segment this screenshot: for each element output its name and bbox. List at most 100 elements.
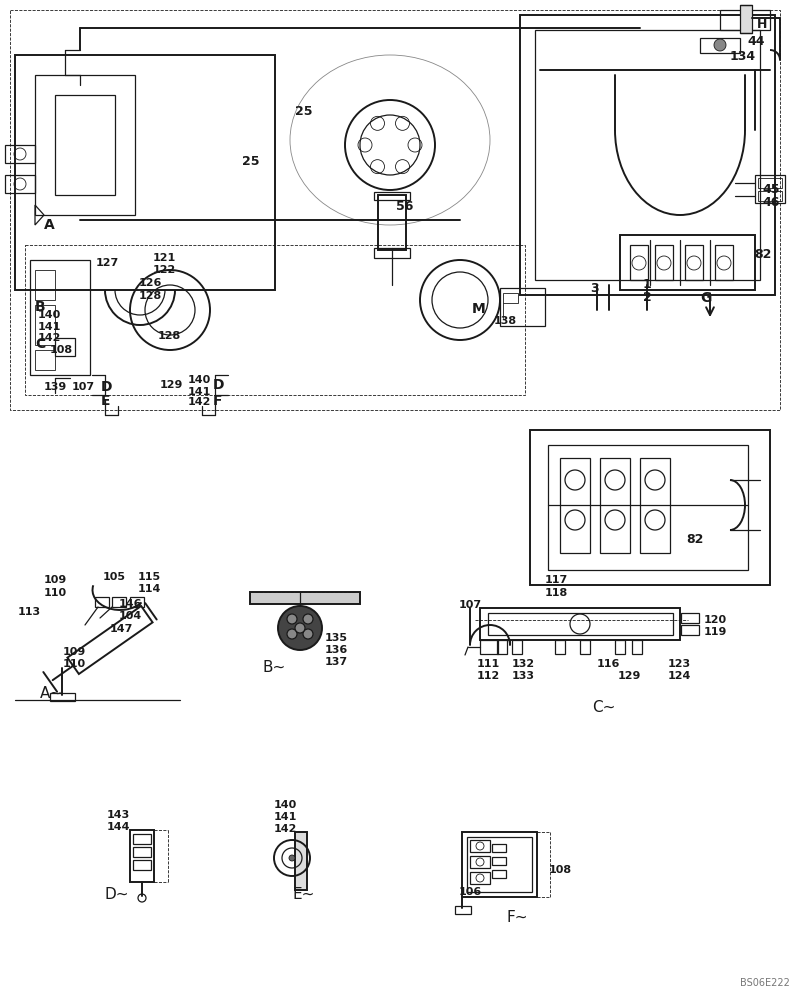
Bar (520, 15, 775, 295)
Text: 107: 107 (72, 382, 95, 392)
Bar (655, 245, 673, 280)
Circle shape (714, 39, 726, 51)
Text: 137: 137 (325, 657, 348, 667)
Bar (580, 640, 590, 654)
Text: C~: C~ (592, 700, 616, 715)
Circle shape (289, 855, 295, 861)
Text: 142: 142 (188, 397, 212, 407)
Text: B: B (35, 300, 45, 314)
Circle shape (287, 629, 297, 639)
Bar (50, 693, 75, 701)
Bar (492, 857, 506, 865)
Bar (700, 38, 740, 53)
Bar (95, 597, 109, 607)
Bar (715, 245, 733, 280)
Text: 120: 120 (704, 615, 727, 625)
Circle shape (303, 614, 313, 624)
Text: 122: 122 (153, 265, 176, 275)
Bar (755, 175, 785, 203)
Text: 140: 140 (188, 375, 211, 385)
Bar (55, 95, 115, 195)
Bar (133, 860, 151, 870)
Text: 106: 106 (459, 887, 482, 897)
Bar (632, 640, 642, 654)
Bar (535, 30, 760, 280)
Text: 110: 110 (63, 659, 86, 669)
Bar (30, 260, 90, 375)
Bar (112, 597, 126, 607)
Text: A: A (44, 218, 55, 232)
Text: 118: 118 (545, 588, 568, 598)
Text: 129: 129 (160, 380, 183, 390)
Text: 135: 135 (325, 633, 348, 643)
Text: 128: 128 (139, 291, 162, 301)
Text: G: G (700, 291, 711, 305)
Circle shape (303, 629, 313, 639)
Text: 138: 138 (494, 316, 517, 326)
Bar (35, 75, 135, 215)
Text: 144: 144 (107, 822, 131, 832)
Bar (35, 305, 55, 345)
Text: 115: 115 (138, 572, 161, 582)
Text: F: F (213, 394, 222, 408)
Text: B~: B~ (262, 660, 285, 675)
Bar (295, 832, 307, 890)
Text: 110: 110 (44, 588, 67, 598)
Bar (758, 178, 782, 188)
Text: 104: 104 (119, 611, 142, 621)
Bar (35, 270, 55, 300)
Text: 121: 121 (153, 253, 176, 263)
Bar (5, 175, 35, 193)
Text: 2: 2 (643, 291, 652, 304)
Text: 82: 82 (754, 248, 772, 261)
Text: 108: 108 (549, 865, 572, 875)
Text: 143: 143 (107, 810, 130, 820)
Text: 127: 127 (96, 258, 120, 268)
Bar (470, 872, 490, 884)
Text: 1: 1 (643, 278, 652, 291)
Text: D: D (213, 378, 225, 392)
Text: 146: 146 (119, 599, 142, 609)
Bar (560, 458, 590, 553)
Text: 134: 134 (730, 50, 756, 63)
Bar (512, 640, 522, 654)
Bar (55, 338, 75, 356)
Text: 105: 105 (103, 572, 126, 582)
Bar (488, 613, 673, 635)
Text: 44: 44 (747, 35, 764, 48)
Bar (740, 5, 752, 33)
Bar (130, 830, 154, 882)
Bar (480, 608, 680, 640)
Text: 82: 82 (686, 533, 704, 546)
Text: 111: 111 (477, 659, 500, 669)
Text: 141: 141 (38, 322, 61, 332)
Text: 141: 141 (274, 812, 297, 822)
Bar (555, 640, 565, 654)
Bar (374, 192, 410, 200)
Text: 45: 45 (762, 183, 780, 196)
Text: H: H (757, 18, 768, 31)
Bar (548, 445, 748, 570)
Bar (133, 834, 151, 844)
Text: 112: 112 (477, 671, 500, 681)
Bar (130, 597, 144, 607)
Text: D: D (101, 380, 112, 394)
Text: 109: 109 (63, 647, 86, 657)
Text: E~: E~ (292, 887, 314, 902)
Bar (685, 245, 703, 280)
Text: 107: 107 (459, 600, 482, 610)
Text: 132: 132 (512, 659, 535, 669)
Bar (250, 592, 360, 604)
Text: 25: 25 (242, 155, 259, 168)
Bar (133, 847, 151, 857)
Bar (681, 613, 699, 623)
Text: A~: A~ (40, 686, 63, 701)
Bar (10, 10, 780, 410)
Text: 140: 140 (38, 310, 61, 320)
Circle shape (295, 623, 305, 633)
Text: 3: 3 (590, 282, 599, 295)
Bar (758, 191, 782, 201)
Bar (455, 906, 471, 914)
Text: BS06E222: BS06E222 (740, 978, 790, 988)
Text: 109: 109 (44, 575, 67, 585)
